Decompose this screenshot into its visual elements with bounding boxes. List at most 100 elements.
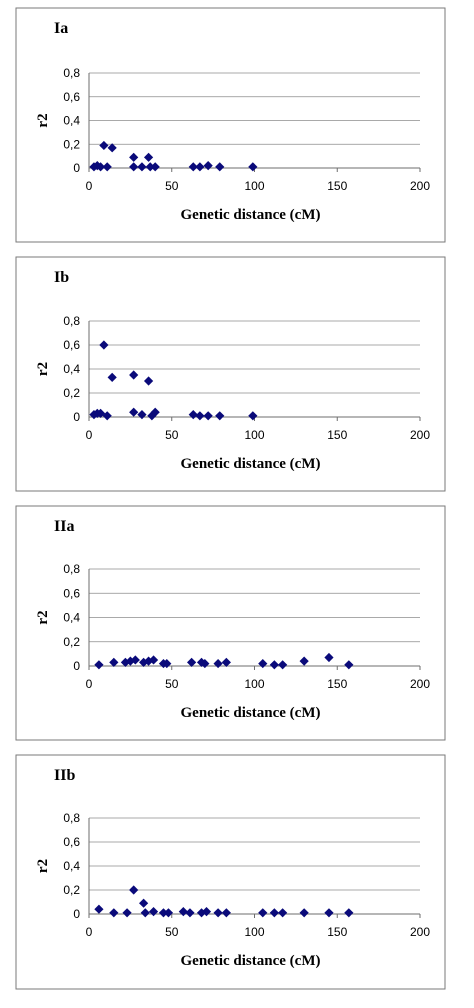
- data-point: [185, 908, 195, 918]
- chart-panel-1: Ia 0 0,2 0,4 0,6 0,8 0 50 100 150 200 Genetic dista…: [15, 7, 446, 243]
- panel-frame: [15, 7, 446, 243]
- data-point: [203, 161, 213, 171]
- x-tick-label: 50: [165, 925, 179, 939]
- x-tick-label: 0: [86, 925, 93, 939]
- data-point: [324, 652, 334, 663]
- data-point: [125, 656, 135, 666]
- data-point: [102, 162, 112, 172]
- data-point: [163, 908, 174, 918]
- data-point: [248, 411, 258, 421]
- chart-title: IIb: [54, 767, 75, 784]
- x-tick-label: 150: [327, 179, 347, 193]
- data-point: [221, 657, 231, 667]
- y-tick-label: 0: [73, 161, 80, 175]
- data-point: [188, 410, 198, 420]
- data-point: [278, 660, 288, 670]
- data-point: [107, 143, 117, 153]
- y-tick-label: 0,8: [63, 314, 80, 328]
- y-tick-label: 0,8: [63, 562, 80, 576]
- chart-title: Ib: [54, 269, 69, 286]
- x-tick-label: 200: [410, 925, 430, 939]
- data-point: [122, 908, 132, 918]
- y-tick-label: 0,6: [63, 90, 80, 104]
- y-tick-label: 0: [73, 907, 80, 921]
- data-point: [299, 908, 309, 918]
- y-axis-label: r2: [35, 859, 51, 873]
- data-point: [148, 907, 159, 917]
- panel-frame: [15, 754, 446, 990]
- data-point: [195, 411, 205, 421]
- panel-frame: [15, 256, 446, 492]
- chart-panel-4: IIb 0 0,2 0,4 0,6 0,8 0 50 100 150 200 Genetic dist…: [15, 754, 446, 990]
- y-tick-label: 0,4: [63, 114, 80, 128]
- data-point: [94, 660, 104, 670]
- data-point: [201, 907, 212, 917]
- data-point: [107, 372, 117, 382]
- data-point: [187, 657, 197, 667]
- data-point: [140, 908, 150, 918]
- y-tick-label: 0,6: [63, 586, 80, 600]
- data-point: [137, 410, 147, 420]
- x-axis-label: Genetic distance (cM): [181, 953, 321, 969]
- y-axis-label: r2: [35, 610, 51, 624]
- data-point: [109, 657, 119, 667]
- y-tick-label: 0,4: [63, 611, 80, 625]
- y-tick-label: 0,8: [63, 811, 80, 825]
- data-point: [203, 411, 213, 421]
- data-point: [130, 655, 140, 665]
- y-tick-label: 0,2: [63, 386, 80, 400]
- data-point: [258, 908, 268, 918]
- data-point: [129, 370, 139, 380]
- data-point: [299, 656, 309, 666]
- data-point: [129, 885, 139, 895]
- data-point: [129, 407, 139, 417]
- data-point: [158, 908, 169, 918]
- data-point: [213, 658, 223, 669]
- x-tick-label: 100: [244, 179, 264, 193]
- y-axis-label: r2: [35, 362, 51, 376]
- data-point: [200, 658, 210, 669]
- x-tick-label: 200: [410, 677, 430, 691]
- data-point: [145, 162, 155, 172]
- data-point: [95, 408, 106, 418]
- data-point: [109, 908, 119, 918]
- data-point: [137, 162, 147, 172]
- x-tick-label: 150: [327, 925, 347, 939]
- y-axis-label: r2: [35, 113, 51, 127]
- data-point: [248, 162, 258, 172]
- x-axis-label: Genetic distance (cM): [181, 456, 321, 472]
- x-tick-label: 200: [410, 428, 430, 442]
- data-point: [221, 908, 231, 918]
- data-point: [148, 655, 159, 665]
- y-tick-label: 0,2: [63, 883, 80, 897]
- x-axis-label: Genetic distance (cM): [181, 207, 321, 223]
- data-point: [99, 340, 109, 350]
- chart-panel-2: Ib 0 0,2 0,4 0,6 0,8 0 50 100 150 200 Genetic dista…: [15, 256, 446, 492]
- x-tick-label: 50: [165, 179, 179, 193]
- x-axis-label: Genetic distance (cM): [181, 705, 321, 721]
- data-point: [99, 140, 109, 151]
- y-tick-label: 0,6: [63, 338, 80, 352]
- data-point: [162, 658, 172, 669]
- data-point: [215, 162, 225, 172]
- y-tick-label: 0: [73, 410, 80, 424]
- x-tick-label: 100: [244, 428, 264, 442]
- chart-title: Ia: [54, 20, 68, 37]
- data-point: [143, 152, 154, 162]
- data-point: [150, 162, 160, 172]
- chart-title: IIa: [54, 518, 74, 535]
- data-point: [269, 660, 279, 670]
- y-tick-label: 0,4: [63, 859, 80, 873]
- x-tick-label: 0: [86, 677, 93, 691]
- panel-frame: [15, 505, 446, 741]
- data-point: [129, 152, 139, 162]
- data-point: [102, 411, 112, 421]
- data-point: [143, 376, 154, 386]
- x-tick-label: 0: [86, 428, 93, 442]
- x-tick-label: 150: [327, 677, 347, 691]
- data-point: [143, 656, 154, 666]
- y-tick-label: 0,2: [63, 635, 80, 649]
- x-tick-label: 50: [165, 428, 179, 442]
- x-tick-label: 100: [244, 925, 264, 939]
